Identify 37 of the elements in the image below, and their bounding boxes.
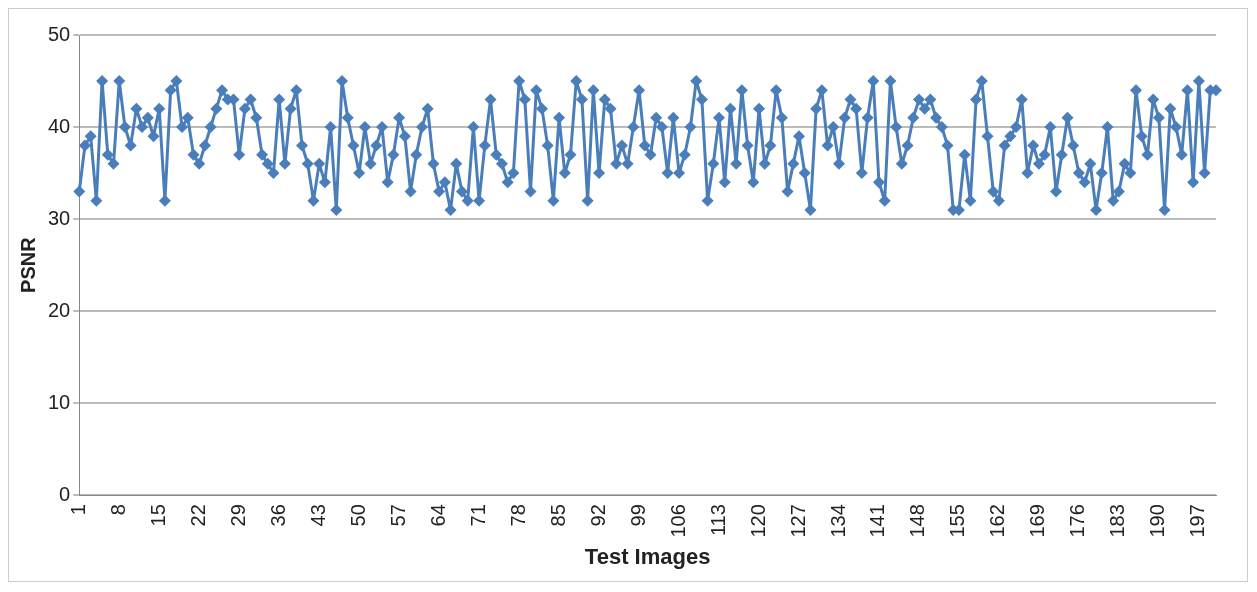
x-tick-label: 85: [546, 504, 569, 527]
x-tick-label: 183: [1106, 504, 1129, 538]
x-tick-label: 99: [626, 504, 649, 527]
y-axis-title: PSNR: [16, 236, 39, 293]
x-tick-label: 106: [666, 504, 689, 538]
x-tick-label: 50: [346, 504, 369, 527]
x-tick-label: 71: [466, 504, 489, 527]
x-tick-label: 134: [826, 504, 849, 538]
x-tick-label: 64: [426, 504, 449, 527]
x-tick-label: 29: [226, 504, 249, 527]
y-tick-label: 10: [48, 390, 71, 413]
x-tick-label: 22: [186, 504, 209, 527]
y-tick-label: 0: [59, 482, 71, 505]
y-tick-label: 40: [48, 114, 71, 137]
y-tick-label: 50: [48, 22, 71, 45]
x-tick-label: 1: [66, 504, 89, 516]
x-tick-label: 162: [986, 504, 1009, 538]
x-tick-label: 120: [746, 504, 769, 538]
x-tick-label: 57: [386, 504, 409, 527]
x-tick-label: 190: [1146, 504, 1169, 538]
x-tick-label: 197: [1186, 504, 1209, 538]
x-tick-label: 43: [306, 504, 329, 527]
x-tick-label: 15: [146, 504, 169, 527]
x-tick-label: 169: [1026, 504, 1049, 538]
x-tick-label: 176: [1066, 504, 1089, 538]
x-tick-label: 8: [106, 504, 129, 516]
y-tick-label: 20: [48, 298, 71, 321]
x-tick-label: 78: [506, 504, 529, 527]
y-tick-label: 30: [48, 206, 71, 229]
x-tick-label: 148: [906, 504, 929, 538]
x-tick-label: 92: [586, 504, 609, 527]
x-tick-label: 155: [946, 504, 969, 538]
x-tick-label: 141: [866, 504, 889, 538]
x-axis-title: Test Images: [584, 543, 711, 569]
x-tick-label: 36: [266, 504, 289, 527]
x-tick-label: 113: [706, 504, 729, 537]
x-tick-label: 127: [786, 504, 809, 538]
